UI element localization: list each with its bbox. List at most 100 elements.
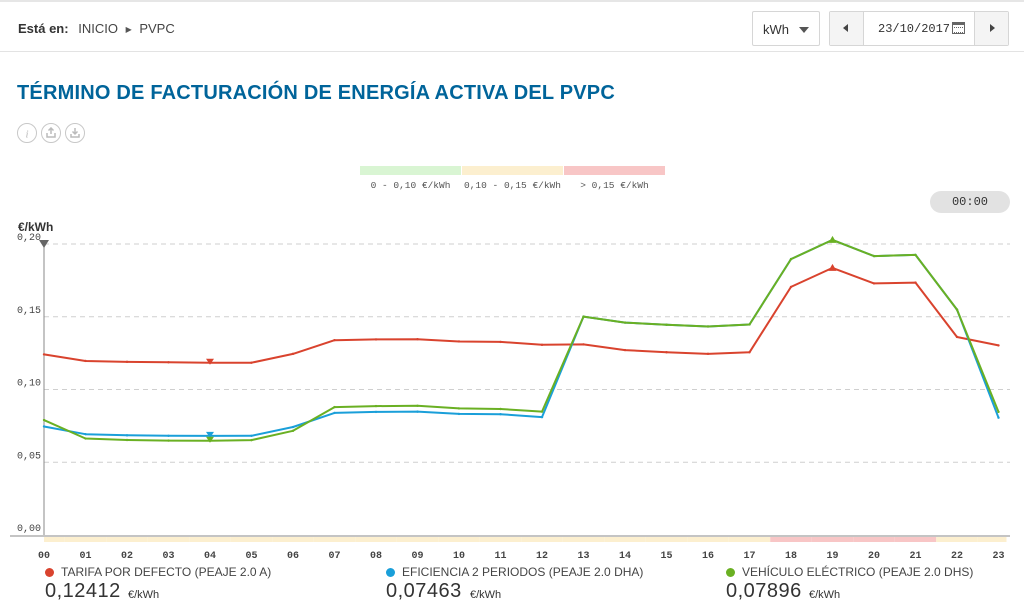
data-point bbox=[42, 353, 46, 356]
data-point bbox=[789, 285, 793, 289]
data-point bbox=[499, 407, 502, 411]
price-band-low bbox=[360, 166, 461, 175]
legend-name: TARIFA POR DEFECTO (PEAJE 2.0 A) bbox=[61, 565, 272, 579]
price-band-high bbox=[564, 166, 665, 175]
data-point bbox=[582, 315, 585, 318]
legend-dot bbox=[386, 568, 395, 577]
legend-unit: €/kWh bbox=[470, 589, 502, 601]
x-tick-label: 07 bbox=[328, 551, 340, 560]
y-tick-label: 0,00 bbox=[17, 524, 41, 535]
data-point bbox=[84, 432, 87, 436]
period-band-segment bbox=[355, 537, 397, 542]
breadcrumb-home-link[interactable]: INICIO bbox=[78, 21, 118, 36]
period-band-segment bbox=[396, 537, 439, 542]
data-point bbox=[125, 438, 129, 442]
price-band-mid-label: 0,10 - 0,15 €/kWh bbox=[464, 180, 561, 191]
period-band-segment bbox=[44, 537, 65, 542]
period-band-segment bbox=[894, 537, 937, 542]
y-tick-label: 0,20 bbox=[17, 233, 41, 244]
unit-select-value: kWh bbox=[763, 22, 789, 37]
data-point bbox=[250, 434, 253, 437]
period-band-segment bbox=[189, 537, 231, 542]
legend-unit: €/kWh bbox=[809, 589, 841, 601]
download-icon[interactable] bbox=[65, 123, 85, 143]
period-band-segment bbox=[770, 537, 812, 542]
time-cursor-icon bbox=[39, 240, 49, 248]
data-point bbox=[125, 434, 129, 437]
data-point bbox=[374, 338, 378, 341]
data-point bbox=[997, 416, 1000, 419]
chevron-down-icon bbox=[799, 27, 809, 33]
period-band-segment bbox=[106, 537, 148, 542]
next-day-button[interactable] bbox=[974, 12, 1008, 45]
x-tick-label: 21 bbox=[909, 551, 921, 560]
info-icon[interactable]: i bbox=[17, 123, 37, 143]
data-point bbox=[291, 425, 295, 429]
price-band-high-label: > 0,15 €/kWh bbox=[580, 180, 649, 191]
data-point bbox=[997, 410, 1000, 414]
period-band-segment bbox=[64, 537, 107, 542]
data-point bbox=[333, 405, 336, 409]
x-tick-label: 02 bbox=[121, 551, 133, 560]
series-line bbox=[43, 238, 1000, 437]
data-point bbox=[333, 338, 336, 342]
y-tick-label: 0,05 bbox=[17, 451, 41, 462]
x-tick-label: 16 bbox=[702, 551, 714, 560]
data-point bbox=[499, 413, 502, 416]
data-point bbox=[416, 410, 419, 413]
legend-unit: €/kWh bbox=[128, 589, 160, 601]
period-band-segment bbox=[977, 537, 1007, 542]
data-point bbox=[540, 415, 544, 419]
price-band-low-label: 0 - 0,10 €/kWh bbox=[370, 180, 451, 191]
legend-value: 0,12412 bbox=[45, 580, 121, 602]
data-point bbox=[914, 281, 917, 284]
x-tick-label: 20 bbox=[868, 551, 880, 560]
data-point bbox=[84, 359, 87, 363]
data-point bbox=[125, 360, 129, 364]
period-band-segment bbox=[604, 537, 646, 542]
x-tick-label: 15 bbox=[660, 551, 672, 560]
x-tick-label: 12 bbox=[536, 551, 548, 560]
x-tick-label: 14 bbox=[619, 551, 631, 560]
y-tick-label: 0,10 bbox=[17, 379, 41, 390]
min-marker-icon bbox=[206, 431, 214, 438]
arrow-left-icon bbox=[843, 24, 848, 32]
period-band-segment bbox=[147, 537, 190, 542]
data-point bbox=[291, 352, 295, 356]
data-point bbox=[955, 335, 959, 339]
x-tick-label: 03 bbox=[162, 551, 174, 560]
period-band-segment bbox=[313, 537, 356, 542]
legend-dot bbox=[45, 568, 54, 577]
date-field[interactable]: 23/10/2017 bbox=[878, 22, 951, 36]
data-point bbox=[416, 404, 419, 407]
data-point bbox=[457, 340, 461, 343]
data-point bbox=[872, 254, 876, 258]
data-point bbox=[167, 434, 170, 437]
period-band-segment bbox=[687, 537, 729, 542]
time-indicator: 00:00 bbox=[930, 191, 1010, 213]
line-chart[interactable]: 0,00 0,05 0,10 0,15 0,20 00 01 02 03 04 05 06 07 08 09… bbox=[0, 230, 1024, 560]
y-tick-label: 0,15 bbox=[17, 306, 41, 317]
x-tick-label: 10 bbox=[453, 551, 465, 560]
legend-name: EFICIENCIA 2 PERIODOS (PEAJE 2.0 DHA) bbox=[402, 565, 644, 579]
period-band-segment bbox=[562, 537, 605, 542]
legend-value: 0,07896 bbox=[726, 580, 802, 602]
previous-day-button[interactable] bbox=[830, 12, 864, 45]
calendar-icon[interactable] bbox=[952, 22, 965, 34]
data-point bbox=[748, 323, 751, 326]
breadcrumb: Está en: INICIO ▶ PVPC bbox=[18, 21, 175, 36]
svg-text:i: i bbox=[26, 129, 29, 140]
unit-select[interactable]: kWh bbox=[752, 11, 820, 46]
data-point bbox=[706, 325, 710, 328]
data-point bbox=[623, 321, 627, 324]
series-line bbox=[43, 266, 999, 364]
data-point bbox=[665, 323, 668, 326]
period-band-segment bbox=[645, 537, 688, 542]
data-point bbox=[955, 308, 959, 311]
period-band-segment bbox=[272, 537, 314, 542]
x-tick-label: 22 bbox=[951, 551, 963, 560]
x-tick-label: 09 bbox=[411, 551, 423, 560]
data-point bbox=[167, 439, 170, 442]
export-icon[interactable] bbox=[41, 123, 61, 143]
data-point bbox=[42, 425, 46, 428]
